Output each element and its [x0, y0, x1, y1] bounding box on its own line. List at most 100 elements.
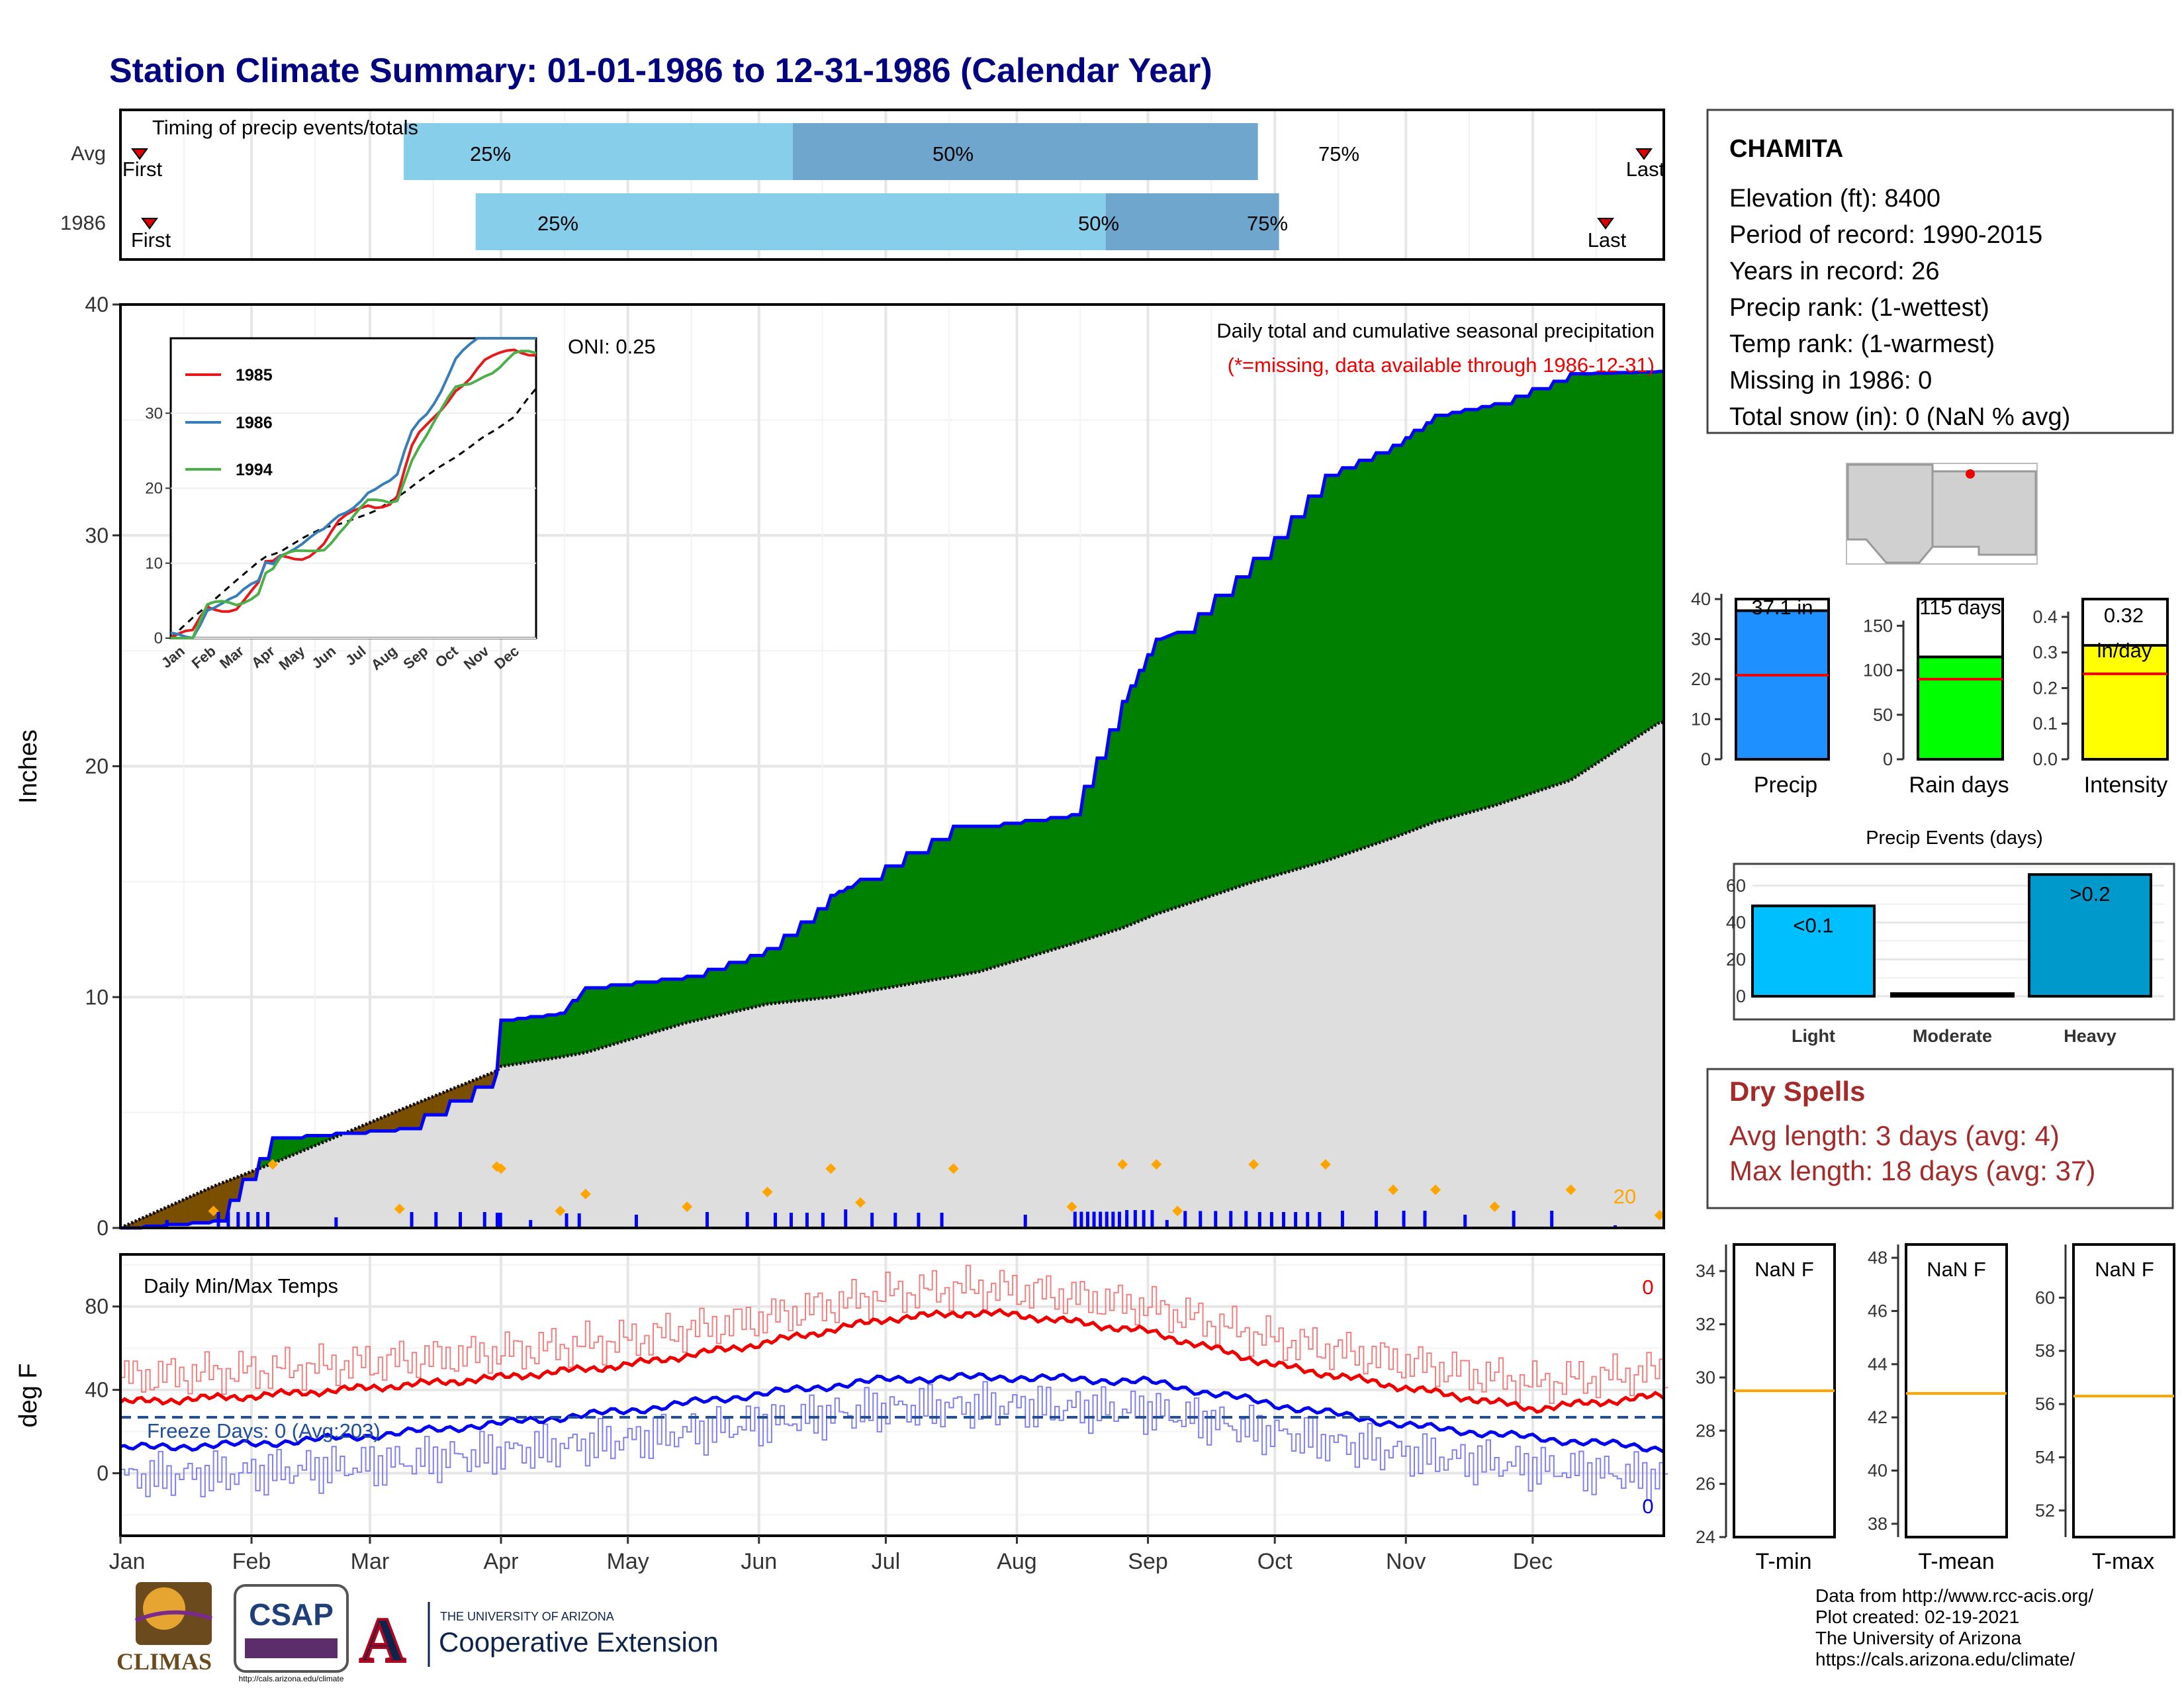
above-average-fill	[1139, 670, 1144, 921]
above-average-fill	[737, 962, 743, 1011]
heavy-day-marker	[1248, 1159, 1259, 1170]
tbox-tick-label: 54	[2035, 1447, 2055, 1467]
below-average-fill	[187, 1195, 193, 1225]
above-average-fill	[1219, 594, 1225, 894]
csap-logo: CSAP http://cals.arizona.edu/climate	[234, 1584, 349, 1683]
above-average-fill	[1249, 558, 1254, 884]
above-average-fill	[1355, 459, 1360, 851]
above-average-fill	[1486, 406, 1491, 808]
above-average-fill	[623, 984, 629, 1042]
above-average-fill	[733, 962, 739, 1013]
above-average-fill	[1283, 537, 1288, 874]
below-average-fill	[407, 1104, 413, 1129]
summary-precip-bar	[1735, 609, 1830, 761]
above-average-fill	[944, 839, 950, 978]
ua-cooperative-extension: Cooperative Extension	[439, 1626, 719, 1658]
above-average-fill	[525, 1016, 531, 1063]
daily-precip-bar	[1079, 1211, 1083, 1228]
daily-precip-bar	[821, 1213, 825, 1228]
month-tick-label: Apr	[484, 1549, 519, 1574]
daily-precip-bar	[1099, 1211, 1103, 1228]
temp-ytick-label: 40	[85, 1378, 109, 1402]
above-average-fill	[822, 908, 827, 999]
precip-oni: ONI: 0.25	[568, 335, 656, 358]
above-average-fill	[1392, 445, 1398, 839]
above-average-fill	[1447, 412, 1453, 819]
temp-ytick-label: 80	[85, 1295, 109, 1319]
above-average-fill	[555, 1012, 561, 1058]
above-average-fill	[695, 976, 700, 1021]
above-average-fill	[1253, 558, 1259, 882]
heavy-day-marker	[1388, 1184, 1399, 1196]
station-line-snow: Total snow (in): 0 (NaN % avg)	[1729, 403, 2070, 431]
above-average-fill	[1071, 814, 1077, 945]
above-average-fill	[1054, 817, 1060, 950]
above-average-fill	[1134, 670, 1140, 923]
daily-precip-bar	[226, 1212, 230, 1228]
temp-ytick-label: 0	[97, 1462, 109, 1485]
above-average-fill	[1148, 654, 1153, 918]
month-tick-label: Jan	[109, 1549, 146, 1574]
above-average-fill	[1367, 459, 1373, 847]
footer-url: https://cals.arizona.edu/climate/	[1815, 1649, 2075, 1669]
heavy-day-marker	[208, 1205, 219, 1217]
month-tick-label: Mar	[351, 1549, 390, 1574]
precip-header: Daily total and cumulative seasonal prec…	[1216, 319, 1655, 342]
csap-hills-icon	[245, 1638, 338, 1658]
events-title: Precip Events (days)	[1866, 827, 2043, 849]
timing-year-25-label: 25%	[537, 212, 578, 235]
above-average-fill	[1300, 516, 1305, 869]
above-average-fill	[1215, 594, 1220, 895]
above-average-fill	[741, 962, 747, 1011]
heavy-day-marker	[1172, 1205, 1183, 1217]
heavy-day-marker	[1430, 1184, 1441, 1196]
daily-precip-bar	[1423, 1211, 1427, 1228]
observed-cumulative-line	[120, 369, 1664, 1230]
month-tick-label: Aug	[997, 1549, 1037, 1574]
above-average-fill	[543, 1014, 548, 1060]
temp-frame	[120, 1254, 1664, 1536]
above-average-fill	[1549, 380, 1555, 788]
daily-precip-bar	[482, 1212, 486, 1228]
daily-precip-bar	[1133, 1210, 1137, 1228]
daily-precip-bar	[334, 1217, 338, 1228]
above-average-fill	[1651, 371, 1656, 729]
above-average-fill	[1075, 814, 1081, 943]
precip-ytick-label: 0	[97, 1216, 109, 1240]
above-average-fill	[991, 825, 997, 968]
raindays-bar-value: 115 days	[1919, 596, 2001, 619]
above-average-fill	[860, 878, 865, 993]
above-average-fill	[999, 822, 1005, 966]
above-average-fill	[631, 981, 637, 1039]
above-average-fill	[1520, 396, 1525, 798]
events-ytick-label: 20	[1726, 949, 1746, 969]
above-average-fill	[1490, 403, 1495, 808]
daily-precip-bar	[165, 1220, 169, 1228]
heavy-day-marker	[1117, 1159, 1128, 1170]
above-average-fill	[661, 978, 666, 1031]
temperature-panel: 0 40 80 Daily Min/Max Temps Freeze Days: 0…	[15, 1253, 1668, 1574]
summary-raindays-tick-label: 50	[1873, 705, 1893, 725]
daily-precip-bar	[1214, 1211, 1218, 1228]
above-average-fill	[1541, 388, 1546, 791]
above-average-fill	[940, 839, 946, 979]
average-min-temp-line	[120, 1372, 1665, 1454]
above-average-fill	[1334, 475, 1339, 859]
above-average-fill	[1287, 516, 1293, 872]
above-average-fill	[1524, 396, 1529, 796]
above-average-fill	[881, 866, 886, 990]
intensity-bar-label: Intensity	[2084, 773, 2168, 798]
summary-bar-charts: 0 10 20 30 40 0 50 100 150 0.0 0.1 0.2 0.3 0.4	[1691, 589, 2169, 769]
above-average-fill	[1418, 430, 1424, 829]
above-average-fill	[1346, 467, 1351, 855]
daily-precip-bar	[577, 1213, 581, 1228]
above-average-fill	[936, 839, 941, 980]
above-average-fill	[1058, 817, 1064, 949]
climas-sun-icon	[143, 1587, 185, 1630]
above-average-fill	[657, 978, 662, 1032]
dry-spells-avg: Avg length: 3 days (avg: 4)	[1729, 1120, 2060, 1151]
above-average-fill	[868, 878, 874, 992]
daily-precip-bar	[1085, 1211, 1089, 1228]
tbox-tick-label: 40	[1868, 1461, 1888, 1481]
above-average-fill	[1443, 414, 1449, 820]
